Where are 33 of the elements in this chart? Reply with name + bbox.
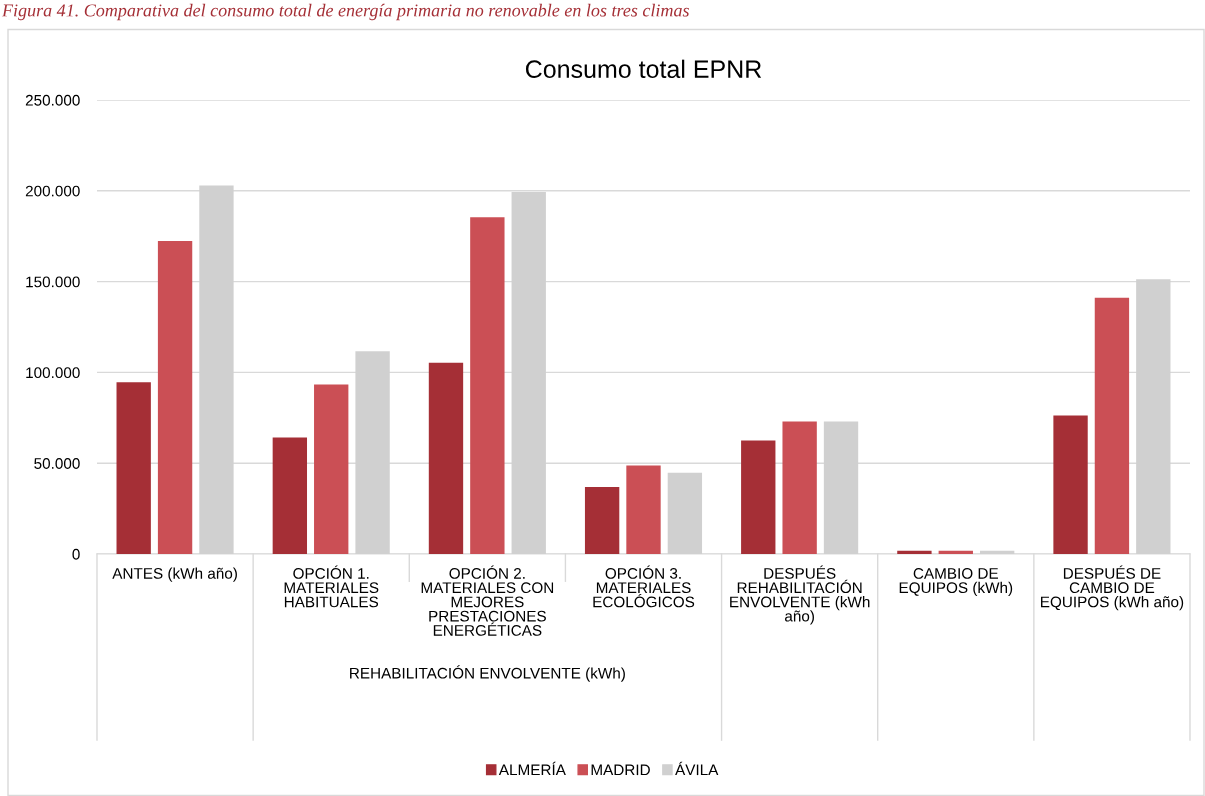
bar — [116, 382, 151, 554]
bar — [741, 440, 776, 554]
bar — [272, 437, 308, 554]
bar — [938, 550, 973, 554]
bar — [897, 550, 932, 554]
x-tick-label: DESPUÉS DE CAMBIO DE EQUIPOS (kWh año) — [1041, 565, 1184, 611]
bar — [428, 362, 464, 554]
bar — [782, 421, 817, 554]
x-tick-label: OPCIÓN 2. MATERIALES CON MEJORES PRESTACIONES ENERGÉTICAS — [421, 565, 554, 636]
bar — [584, 486, 620, 554]
y-tick-label: 200.000 — [25, 185, 80, 197]
bar — [1053, 415, 1088, 554]
bar — [157, 240, 193, 554]
text: REHABILITACIÓN ENVOLVENTE (kWh) — [350, 665, 625, 682]
bar — [314, 384, 349, 554]
x-tick-label: OPCIÓN 1. MATERIALES HABITUALES — [284, 565, 379, 608]
bar — [1094, 297, 1130, 554]
y-tick-label: 0 — [72, 548, 80, 560]
x-tick-label: OPCIÓN 3. MATERIALES ECOLÓGICOS — [593, 565, 695, 608]
bar — [470, 217, 505, 554]
x-tick-label: ANTES (kWh año) — [112, 567, 237, 582]
legend-label: MADRID — [591, 764, 650, 776]
legend-label: ÁVILA — [675, 761, 719, 776]
y-tick-label: 100.000 — [26, 367, 80, 379]
y-tick-label: 250.000 — [25, 94, 80, 106]
y-tick-label: 50.000 — [34, 458, 80, 469]
x-tick-label: DESPUÉS REHABILITACIÓN ENVOLVENTE (kWh año) — [730, 565, 870, 625]
chart-title: Consumo total EPNR — [525, 59, 762, 79]
y-tick-label: 150.000 — [26, 276, 80, 288]
bar — [626, 465, 661, 554]
legend-label: ALMERÍA — [498, 761, 566, 776]
x-tick-label: CAMBIO DE EQUIPOS (kWh) — [899, 568, 1013, 597]
text: Figura 41. Comparativa del consumo total de energía primaria no renovable en los tres climas — [1, 3, 689, 21]
